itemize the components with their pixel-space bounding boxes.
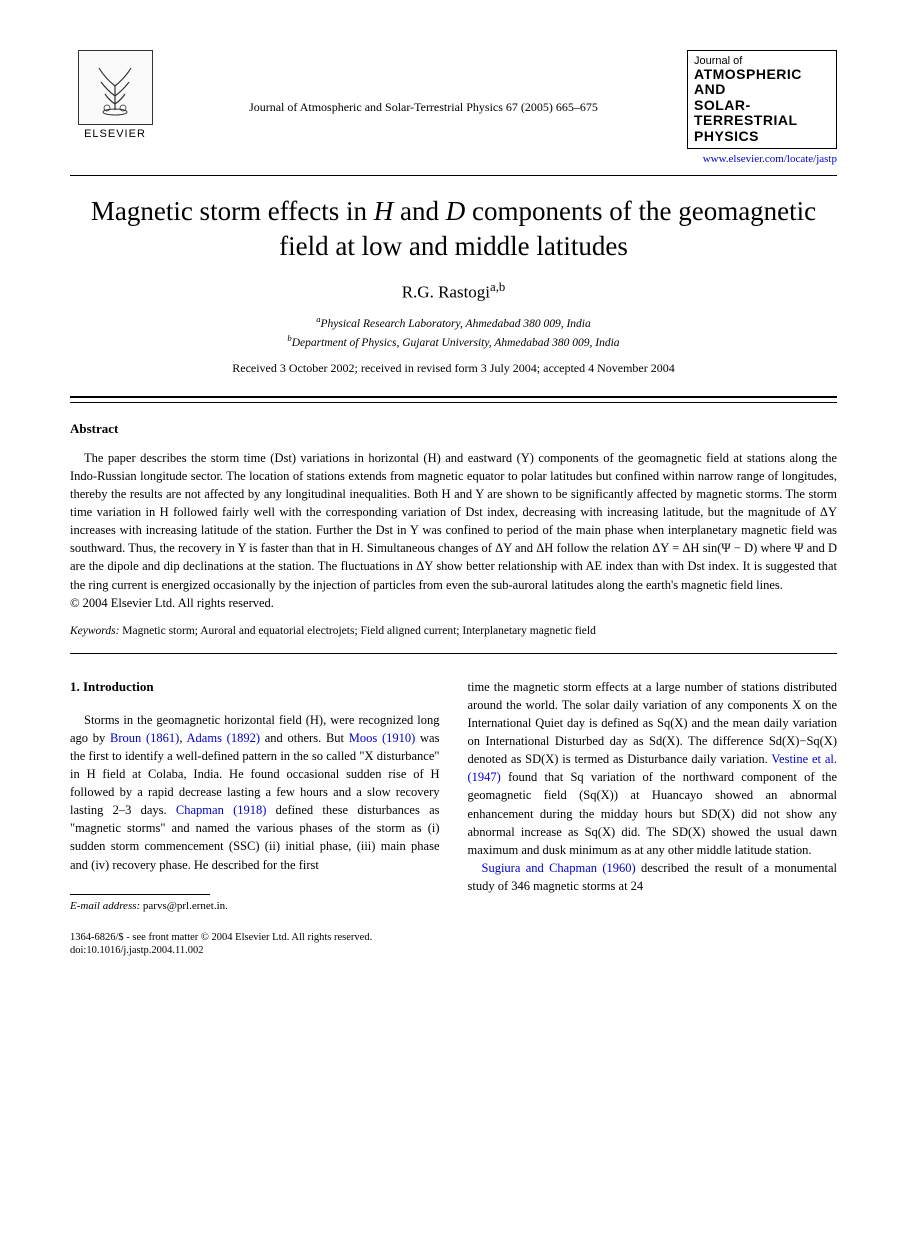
ref-chapman-1918[interactable]: Chapman (1918) [176,803,267,817]
keywords-text: Magnetic storm; Auroral and equatorial e… [122,625,596,637]
intro-para-2: Sugiura and Chapman (1960) described the… [468,859,838,895]
column-right: time the magnetic storm effects at a lar… [468,678,838,915]
ref-adams-1892[interactable]: Adams (1892) [187,731,260,745]
header-row: ELSEVIER Journal of Atmospheric and Sola… [70,50,837,165]
body-columns: 1. Introduction Storms in the geomagneti… [70,678,837,915]
abstract-rule-top-thin [70,402,837,403]
affiliation-a: aPhysical Research Laboratory, Ahmedabad… [70,313,837,332]
journal-logo-box: Journal of ATMOSPHERIC AND SOLAR-TERREST… [687,50,837,149]
affiliation-b: bDepartment of Physics, Gujarat Universi… [70,332,837,351]
authors: R.G. Rastogia,b [70,280,837,303]
title-var-H: H [374,196,394,226]
issn-line: 1364-6826/$ - see front matter © 2004 El… [70,931,837,945]
publisher-name: ELSEVIER [84,128,146,140]
keywords-line: Keywords: Magnetic storm; Auroral and eq… [70,625,837,637]
footer-block: 1364-6826/$ - see front matter © 2004 El… [70,931,837,958]
journal-logo-block: Journal of ATMOSPHERIC AND SOLAR-TERREST… [687,50,837,165]
doi-line: doi:10.1016/j.jastp.2004.11.002 [70,944,837,958]
abstract-copyright: © 2004 Elsevier Ltd. All rights reserved… [70,596,837,611]
column-left: 1. Introduction Storms in the geomagneti… [70,678,440,915]
header-rule [70,175,837,176]
journal-logo-line3: SOLAR-TERRESTRIAL [694,98,830,129]
ref-moos-1910[interactable]: Moos (1910) [349,731,416,745]
email-value: parvs@prl.ernet.in. [143,900,228,912]
corresponding-email: E-mail address: parvs@prl.ernet.in. [70,899,440,915]
article-title: Magnetic storm effects in H and D compon… [70,194,837,264]
footnote-rule [70,894,210,895]
journal-logo-line4: PHYSICS [694,129,830,144]
title-text-1: Magnetic storm effects in [91,196,374,226]
elsevier-tree-icon [78,50,153,125]
title-var-D: D [446,196,466,226]
ref-sugiura-chapman-1960[interactable]: Sugiura and Chapman (1960) [482,861,636,875]
journal-logo-line2: ATMOSPHERIC AND [694,67,830,98]
abstract-body: The paper describes the storm time (Dst)… [70,449,837,594]
article-dates: Received 3 October 2002; received in rev… [70,361,837,376]
ref-broun-1861[interactable]: Broun (1861) [110,731,179,745]
section-1-heading: 1. Introduction [70,678,440,697]
email-label: E-mail address: [70,900,140,912]
intro-para-1: Storms in the geomagnetic horizontal fie… [70,711,440,874]
publisher-logo: ELSEVIER [70,50,160,150]
title-text-2: and [393,196,445,226]
author-name: R.G. Rastogi [402,283,490,302]
author-affil-sup: a,b [490,280,505,294]
intro-para-1-cont: time the magnetic storm effects at a lar… [468,678,838,859]
abstract-rule-top-thick [70,396,837,398]
abstract-heading: Abstract [70,421,837,437]
abstract-rule-bottom [70,653,837,654]
keywords-label: Keywords: [70,625,119,637]
journal-url[interactable]: www.elsevier.com/locate/jastp [687,153,837,165]
journal-reference: Journal of Atmospheric and Solar-Terrest… [160,50,687,115]
